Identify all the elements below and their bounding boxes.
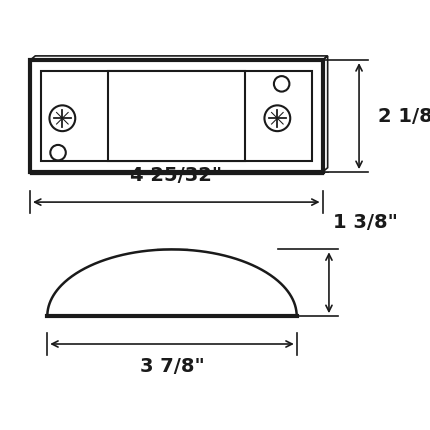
Bar: [30, 60, 322, 172]
Text: 2 1/8": 2 1/8": [378, 107, 430, 126]
Text: 4 25/32": 4 25/32": [130, 166, 222, 185]
Text: 3 7/8": 3 7/8": [140, 357, 204, 376]
Text: 1 3/8": 1 3/8": [333, 213, 398, 232]
Bar: [41, 71, 312, 161]
Bar: [108, 71, 245, 161]
